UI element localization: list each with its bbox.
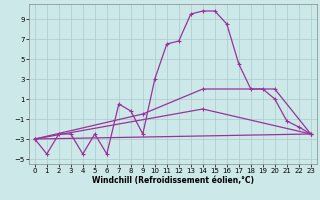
X-axis label: Windchill (Refroidissement éolien,°C): Windchill (Refroidissement éolien,°C): [92, 176, 254, 185]
